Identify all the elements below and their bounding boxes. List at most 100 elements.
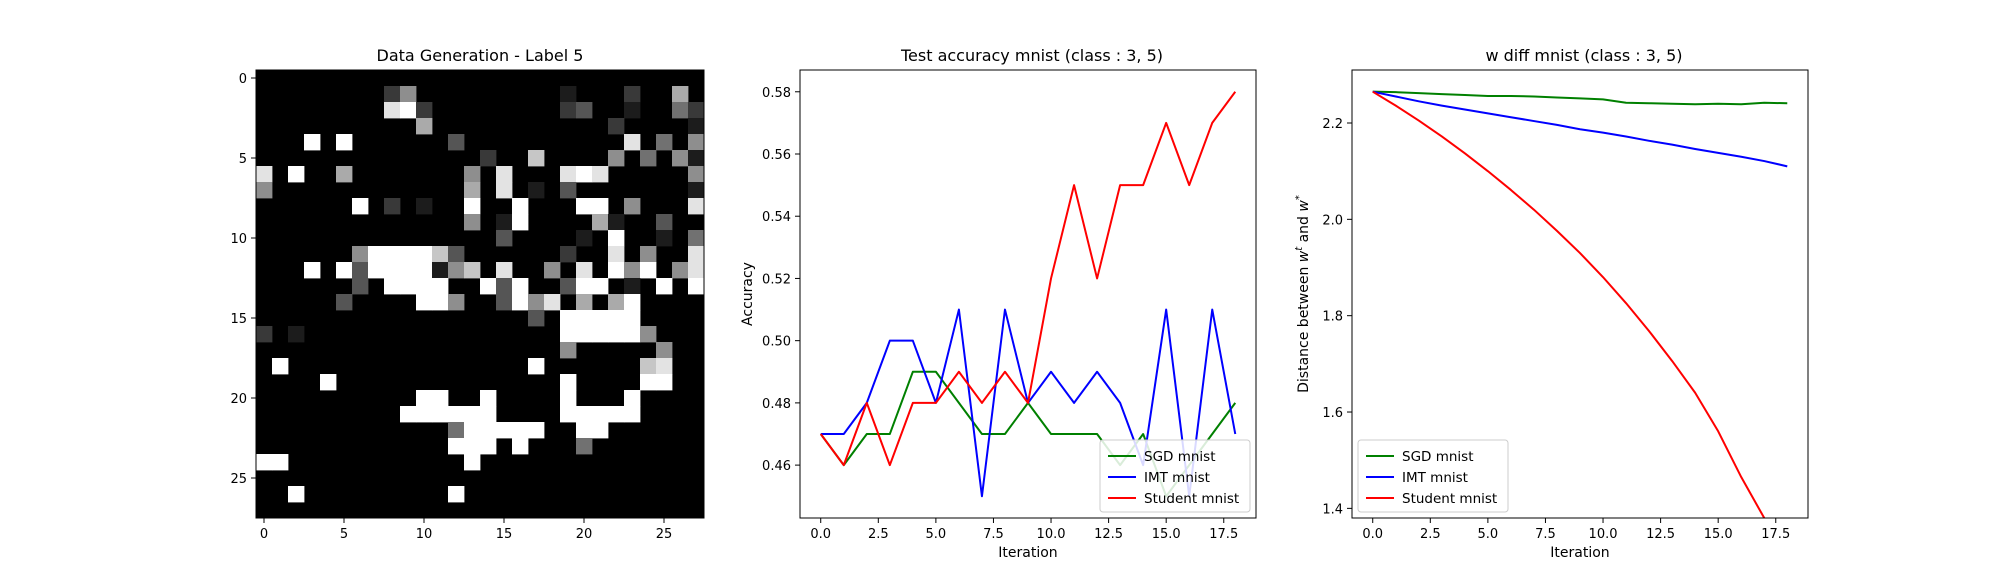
heatmap-cell [528, 422, 545, 439]
heatmap-cell [688, 150, 705, 167]
heatmap-x-ticks: 0 5 10 15 20 25 [260, 518, 672, 542]
heatmap-cell [624, 134, 641, 151]
accuracy-x-tick-label: 0.0 [810, 527, 831, 542]
accuracy-x-tick-label: 7.5 [983, 527, 1004, 542]
heatmap-cell [672, 86, 689, 103]
accuracy-x-tick-label: 5.0 [926, 527, 947, 542]
heatmap-cell [256, 326, 273, 343]
accuracy-y-tick-label: 0.48 [762, 397, 791, 412]
heatmap-cell [480, 150, 497, 167]
accuracy-legend-label: Student mnist [1144, 491, 1239, 507]
heatmap-cell [432, 390, 449, 407]
heatmap-cell [496, 182, 513, 199]
heatmap-cell [688, 102, 705, 119]
wdiff-ylabel-part-1: w [1296, 250, 1312, 262]
accuracy-y-tick-label: 0.46 [762, 459, 791, 474]
heatmap-cell [624, 390, 641, 407]
heatmap-title: Data Generation - Label 5 [377, 46, 584, 65]
wdiff-y-tick-label: 2.0 [1322, 213, 1343, 228]
heatmap-cell [304, 134, 321, 151]
heatmap-cell [528, 294, 545, 311]
wdiff-x-tick-label: 2.5 [1420, 527, 1441, 542]
accuracy-y-tick-label: 0.50 [762, 335, 791, 350]
wdiff-legend-box [1357, 439, 1509, 513]
heatmap-cell [608, 230, 625, 247]
heatmap-cell [560, 86, 577, 103]
heatmap-cell [384, 246, 401, 263]
heatmap-cell [656, 230, 673, 247]
accuracy-y-tick-label: 0.54 [762, 210, 791, 225]
accuracy-series-line-3 [819, 91, 1237, 467]
heatmap-cell [480, 406, 497, 423]
heatmap-cell [560, 406, 577, 423]
wdiff-series-line-1 [1372, 90, 1788, 106]
wdiff-legend-label: IMT mnist [1402, 470, 1468, 486]
heatmap-cell [656, 278, 673, 295]
heatmap-cell [576, 294, 593, 311]
wdiff-ylabel-part-2: t [1294, 246, 1305, 251]
heatmap-cell [288, 486, 305, 503]
heatmap-cell [416, 118, 433, 135]
heatmap-cell [544, 294, 561, 311]
heatmap-cell [640, 374, 657, 391]
wdiff-legend-label: SGD mnist [1402, 449, 1474, 465]
heatmap-cell [688, 198, 705, 215]
heatmap-y-tick-label: 20 [230, 392, 247, 407]
accuracy-x-tick-label: 17.5 [1209, 527, 1238, 542]
wdiff-frame [1351, 69, 1809, 519]
heatmap-cell [432, 294, 449, 311]
heatmap-cell [560, 166, 577, 183]
heatmap-cell [544, 262, 561, 279]
heatmap-cell [512, 422, 529, 439]
heatmap-cell [576, 102, 593, 119]
accuracy-legend-box [1099, 439, 1251, 513]
heatmap-cell [608, 310, 625, 327]
heatmap-cell [576, 278, 593, 295]
accuracy-x-tick-label: 15.0 [1152, 527, 1181, 542]
wdiff-legend: SGD mnist IMT mnist Student mnist [1357, 439, 1509, 513]
heatmap-x-tick-label: 0 [260, 527, 268, 542]
accuracy-y-tick-label: 0.58 [762, 86, 791, 101]
wdiff-y-tick-label: 2.2 [1322, 117, 1343, 132]
heatmap-cell [288, 326, 305, 343]
heatmap-cell [336, 262, 353, 279]
heatmap-x-tick-label: 25 [656, 527, 673, 542]
heatmap-cell [464, 262, 481, 279]
heatmap-cell [624, 278, 641, 295]
heatmap-cell [688, 182, 705, 199]
wdiff-y-tick-label: 1.6 [1322, 406, 1343, 421]
heatmap-cell [512, 278, 529, 295]
heatmap-cell [608, 406, 625, 423]
wdiff-x-ticks: 0.0 2.5 5.0 7.5 10.0 12.5 15.0 17.5 [1362, 518, 1790, 542]
heatmap-cell [384, 102, 401, 119]
heatmap-cell [656, 134, 673, 151]
heatmap-cell [576, 262, 593, 279]
heatmap-cell [496, 262, 513, 279]
heatmap-cell [368, 246, 385, 263]
heatmap-cell [352, 198, 369, 215]
heatmap-cell [608, 214, 625, 231]
heatmap-cell [560, 326, 577, 343]
heatmap-cell [640, 262, 657, 279]
heatmap-cell [496, 166, 513, 183]
heatmap-cell [688, 166, 705, 183]
heatmap-cell [400, 102, 417, 119]
heatmap-cell [464, 214, 481, 231]
accuracy-x-tick-label: 10.0 [1037, 527, 1066, 542]
heatmap-cell [496, 294, 513, 311]
heatmap-cell [512, 214, 529, 231]
accuracy-x-tick-label: 12.5 [1094, 527, 1123, 542]
heatmap-cell [688, 230, 705, 247]
heatmap-cell [352, 278, 369, 295]
wdiff-x-tick-label: 12.5 [1646, 527, 1675, 542]
heatmap-cell [688, 262, 705, 279]
heatmap-cell [336, 166, 353, 183]
accuracy-panel: Test accuracy mnist (class : 3, 5) 0.0 2.… [740, 46, 1257, 561]
heatmap-cell [576, 198, 593, 215]
heatmap-cell [624, 294, 641, 311]
heatmap-cell [320, 374, 337, 391]
heatmap-cell [400, 86, 417, 103]
wdiff-x-tick-label: 5.0 [1478, 527, 1499, 542]
heatmap-cell [432, 262, 449, 279]
